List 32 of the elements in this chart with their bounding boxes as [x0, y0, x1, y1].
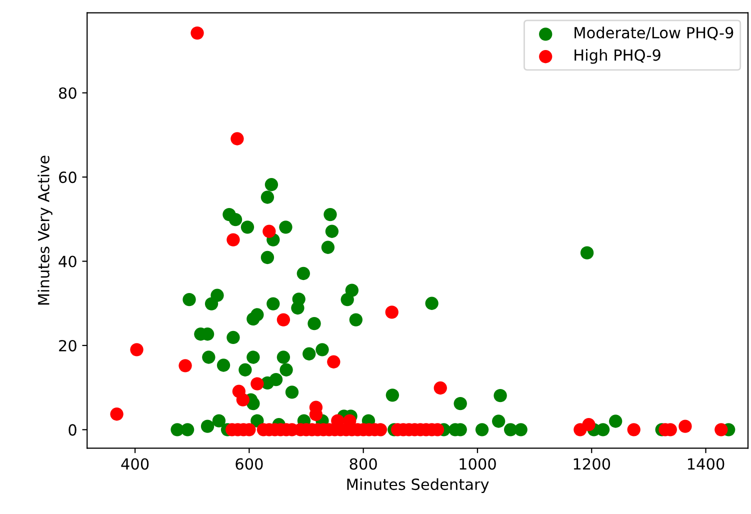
point — [226, 233, 240, 246]
point — [178, 359, 192, 372]
point — [678, 420, 692, 433]
y-axis-title: Minutes Very Active — [38, 156, 52, 305]
y-tick-label: 60 — [59, 172, 76, 184]
x-tick-label: 400 — [121, 458, 149, 470]
y-tick-label: 80 — [58, 87, 76, 99]
x-tick-label: 600 — [236, 458, 263, 470]
point — [236, 393, 250, 406]
x-tick-label: 800 — [350, 458, 377, 470]
point — [262, 224, 276, 238]
point — [385, 306, 398, 319]
point — [627, 423, 640, 436]
point — [190, 26, 204, 40]
point — [327, 355, 340, 368]
x-axis-title: Minutes Sedentary — [347, 478, 489, 494]
point — [230, 132, 244, 146]
x-tick-label: 1000 — [460, 458, 496, 470]
y-tick-label: 20 — [59, 340, 76, 352]
point — [582, 418, 596, 432]
y-tick-label: 0 — [68, 424, 76, 436]
point — [434, 381, 447, 395]
legend-label: High PHQ-9 — [574, 49, 660, 64]
point — [130, 343, 144, 356]
point — [714, 423, 728, 436]
point — [276, 313, 290, 326]
y-tick-label: 40 — [58, 256, 76, 268]
point — [250, 377, 264, 390]
point — [110, 408, 124, 421]
x-tick-label: 1200 — [574, 458, 610, 470]
legend-label: Moderate/Low PHQ-9 — [574, 26, 734, 40]
x-tick-label: 1400 — [688, 458, 724, 470]
